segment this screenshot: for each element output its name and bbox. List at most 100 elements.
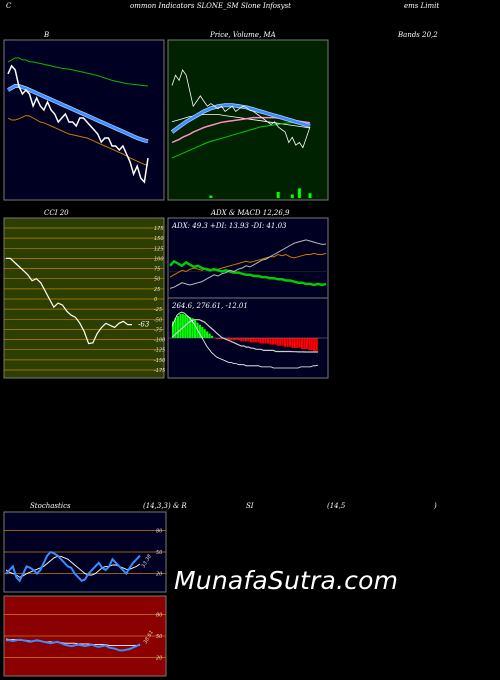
- cci-tick-label: 25: [154, 287, 160, 293]
- price-line: [171, 69, 311, 149]
- cci-chart: 175 150 125 100 75 50 25 0 -25 -50 -75 -100 -125 -150…: [4, 226, 165, 374]
- cci-tick-label: -75: [154, 327, 162, 333]
- volume-bar: [308, 193, 312, 198]
- header-title-right: ems Limit: [404, 2, 440, 10]
- macd-bar: [201, 327, 204, 338]
- cci-tick-label: -100: [154, 338, 165, 344]
- macd-chart: [168, 311, 328, 369]
- label-b: B: [44, 31, 50, 39]
- macd-bar: [257, 338, 260, 343]
- macd-bar: [191, 318, 194, 338]
- macd-bar: [254, 338, 257, 343]
- macd-bar: [203, 329, 206, 338]
- macd-values: 264.6, 276.61, -12.01: [171, 302, 248, 310]
- price-chart: [170, 69, 312, 198]
- macd-bar: [186, 316, 189, 338]
- cci-tick-label: 75: [154, 267, 160, 273]
- label-price: Price, Volume, MA: [210, 31, 276, 39]
- cci-tick-label: 0: [154, 297, 157, 303]
- boll-upper-line: [7, 57, 149, 87]
- macd-signal-line: [171, 319, 318, 353]
- cci-tick-label: -125: [154, 348, 165, 354]
- stoch-k-line: [5, 550, 141, 583]
- macd-bar: [298, 338, 301, 348]
- macd-bar: [189, 317, 192, 338]
- macd-bar: [296, 338, 299, 348]
- rsi-tick-label: 20: [156, 656, 162, 662]
- volume-bar: [290, 194, 294, 198]
- macd-bar: [288, 338, 291, 347]
- macd-bar: [313, 338, 316, 352]
- macd-bar: [172, 321, 175, 338]
- rsi-tick-label: 80: [156, 612, 162, 618]
- macd-bar: [259, 338, 262, 344]
- label-stoch-mid: (14,3,3) & R: [143, 502, 187, 510]
- label-rsi-close: ): [434, 502, 437, 510]
- boll-price-line: [7, 64, 149, 184]
- macd-bar: [283, 338, 287, 347]
- macd-bar: [208, 333, 211, 338]
- cci-tick-label: -150: [154, 358, 165, 364]
- macd-bar: [237, 338, 240, 341]
- minus-di-line: [169, 252, 327, 278]
- cci-tick-label: 100: [154, 256, 164, 262]
- macd-bar: [181, 313, 184, 338]
- macd-bar: [279, 338, 282, 346]
- macd-bar: [252, 338, 255, 343]
- macd-bar: [174, 318, 177, 338]
- macd-bar: [179, 313, 182, 338]
- macd-bar: [232, 338, 236, 341]
- adx-line: [169, 239, 327, 289]
- cci-last-label: -63: [138, 321, 150, 329]
- label-adx: ADX & MACD 12,26,9: [211, 209, 290, 217]
- macd-bar: [245, 338, 248, 342]
- boll-mid-line: [7, 84, 149, 143]
- macd-bar: [271, 338, 274, 345]
- stoch-tick-label: 50: [156, 550, 162, 556]
- macd-bar: [269, 338, 272, 345]
- macd-line: [171, 311, 319, 369]
- stoch-tick-label: 20: [156, 572, 162, 578]
- macd-bar: [240, 338, 243, 342]
- macd-bar: [193, 320, 197, 338]
- macd-bar: [210, 335, 214, 338]
- macd-bar: [266, 338, 270, 344]
- macd-bar: [300, 338, 304, 349]
- macd-bar: [198, 324, 201, 338]
- macd-bar: [293, 338, 296, 348]
- cci-line: [6, 257, 132, 345]
- macd-bar: [264, 338, 267, 344]
- adx-values: ADX: 49.3 +DI: 13.93 -DI: 41.03: [171, 222, 287, 230]
- boll-lower-line: [7, 115, 149, 166]
- header-title: ommon Indicators SLONE_SM Slone Infosyst: [130, 2, 291, 10]
- macd-bar: [184, 314, 187, 338]
- cci-tick-label: 50: [154, 277, 160, 283]
- watermark: MunafaSutra.com: [174, 566, 399, 595]
- cci-tick-label: 125: [154, 246, 164, 252]
- macd-bar: [247, 338, 250, 342]
- macd-bar: [281, 338, 284, 346]
- ma-blue-line: [171, 103, 311, 134]
- stoch-tick-label: 80: [156, 528, 162, 534]
- macd-bar: [249, 338, 253, 343]
- macd-bar: [262, 338, 265, 344]
- label-bands: Bands 20,2: [398, 31, 438, 39]
- bollinger-chart: [7, 57, 149, 184]
- macd-bar: [242, 338, 245, 342]
- price-panel: [167, 39, 329, 201]
- volume-bar: [297, 188, 301, 198]
- macd-bar: [206, 331, 209, 338]
- volume-bar: [276, 192, 280, 198]
- cci-tick-label: -50: [154, 317, 162, 323]
- ma-green-line: [171, 122, 310, 159]
- label-cci: CCI 20: [44, 209, 69, 217]
- macd-bar: [230, 338, 233, 341]
- plus-di-line: [169, 259, 327, 287]
- macd-bar: [276, 338, 279, 346]
- macd-bar: [176, 316, 180, 338]
- bollinger-panel: [3, 39, 165, 201]
- volume-bar: [209, 195, 213, 198]
- macd-bar: [218, 338, 221, 340]
